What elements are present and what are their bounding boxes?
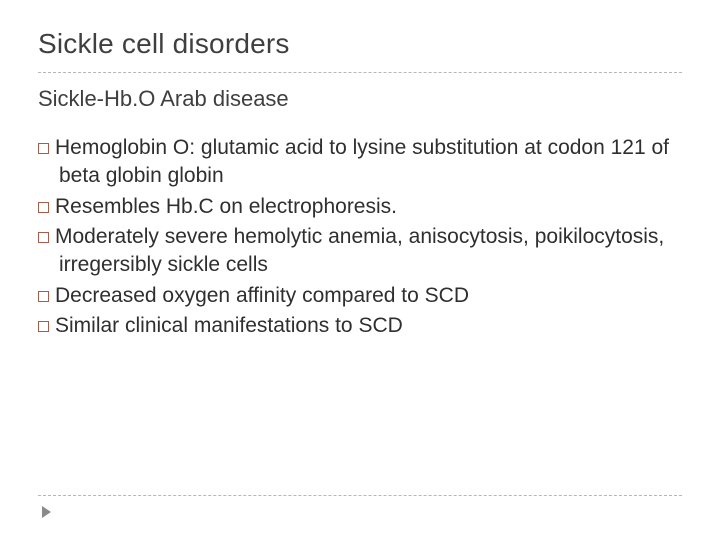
list-item-text: Similar clinical manifestations to SCD [55, 314, 403, 337]
list-item: Decreased oxygen affinity compared to SC… [38, 282, 682, 310]
list-item-text: Hemoglobin O: glutamic acid to lysine su… [55, 136, 669, 187]
square-bullet-icon [38, 232, 49, 243]
slide-subtitle: Sickle-Hb.O Arab disease [38, 86, 289, 112]
list-item: Similar clinical manifestations to SCD [38, 312, 682, 340]
list-item-text: Resembles Hb.C on electrophoresis. [55, 195, 397, 218]
list-item: Resembles Hb.C on electrophoresis. [38, 193, 682, 221]
list-item-text: Decreased oxygen affinity compared to SC… [55, 284, 469, 307]
list-item: Hemoglobin O: glutamic acid to lysine su… [38, 134, 682, 191]
bottom-rule [38, 495, 682, 496]
slide-title: Sickle cell disorders [38, 28, 290, 60]
slide: Sickle cell disorders Sickle-Hb.O Arab d… [0, 0, 720, 540]
body-content: Hemoglobin O: glutamic acid to lysine su… [38, 134, 682, 342]
play-triangle-icon [42, 506, 51, 518]
title-rule [38, 72, 682, 73]
square-bullet-icon [38, 202, 49, 213]
square-bullet-icon [38, 321, 49, 332]
list-item-text: Moderately severe hemolytic anemia, anis… [55, 225, 664, 276]
square-bullet-icon [38, 291, 49, 302]
list-item: Moderately severe hemolytic anemia, anis… [38, 223, 682, 280]
square-bullet-icon [38, 143, 49, 154]
